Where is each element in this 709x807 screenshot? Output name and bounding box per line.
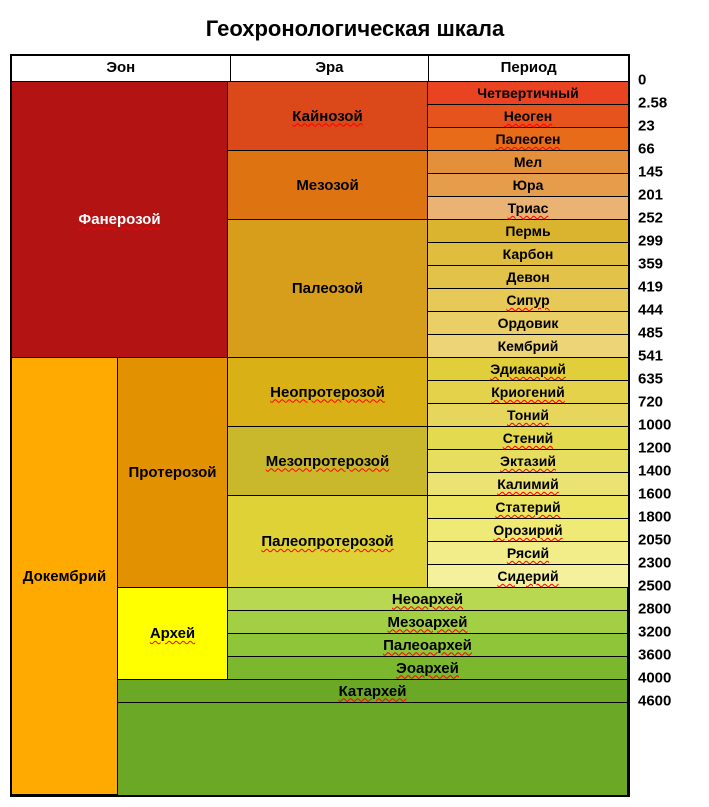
time-201: 201 (638, 187, 663, 204)
time-1600: 1600 (638, 486, 671, 503)
period-tonian: Тоний (428, 404, 628, 427)
period-neogene: Неоген (428, 105, 628, 128)
time-3200: 3200 (638, 624, 671, 641)
time-2.58: 2.58 (638, 95, 667, 112)
time-541: 541 (638, 348, 663, 365)
time-3600: 3600 (638, 647, 671, 664)
period-carboniferous: Карбон (428, 243, 628, 266)
period-cambrian: Кембрий (428, 335, 628, 358)
time-1800: 1800 (638, 509, 671, 526)
time-axis: 0 2.58 23 66 145 201 252 299 359 419 444 485 541 635 7… (630, 54, 690, 797)
period-cryogenian: Криогений (428, 381, 628, 404)
time-419: 419 (638, 279, 663, 296)
eon-hadean: Катархей (118, 680, 628, 703)
period-ordovician: Ордовик (428, 312, 628, 335)
time-2500: 2500 (638, 578, 671, 595)
time-0: 0 (638, 72, 646, 89)
period-statherian: Статерий (428, 496, 628, 519)
table-body: ФанерозойКайнозойЧетвертичныйНеогенПалео… (12, 82, 628, 795)
time-1400: 1400 (638, 463, 671, 480)
time-scale-chart: Эон Эра Период ФанерозойКайнозойЧетверти… (10, 54, 700, 797)
period-orosirian: Орозирий (428, 519, 628, 542)
time-359: 359 (638, 256, 663, 273)
period-cretaceous: Мел (428, 151, 628, 174)
time-23: 23 (638, 118, 655, 135)
col-header-era: Эра (231, 56, 430, 81)
time-2050: 2050 (638, 532, 671, 549)
era-mesoarchean: Мезоархей (228, 611, 628, 634)
time-145: 145 (638, 164, 663, 181)
era-neoproterozoic: Неопротерозой (228, 358, 428, 427)
period-devonian: Девон (428, 266, 628, 289)
era-paleozoic: Палеозой (228, 220, 428, 358)
period-ediacaran: Эдиакарий (428, 358, 628, 381)
time-1200: 1200 (638, 440, 671, 457)
era-paleoproterozoic: Палеопротерозой (228, 496, 428, 588)
subeon-proterozoic: Протерозой (118, 358, 228, 588)
period-paleogene: Палеоген (428, 128, 628, 151)
time-635: 635 (638, 371, 663, 388)
time-1000: 1000 (638, 417, 671, 434)
scale-table: Эон Эра Период ФанерозойКайнозойЧетверти… (10, 54, 630, 797)
time-252: 252 (638, 210, 663, 227)
period-jurassic: Юра (428, 174, 628, 197)
era-neoarchean: Неоархей (228, 588, 628, 611)
time-444: 444 (638, 302, 663, 319)
era-eoarchean: Эоархей (228, 657, 628, 680)
col-header-eon: Эон (12, 56, 231, 81)
col-header-period: Период (429, 56, 628, 81)
period-silurian: Сипур (428, 289, 628, 312)
eon-phanerozoic: Фанерозой (12, 82, 228, 358)
era-paleoarchean: Палеоархей (228, 634, 628, 657)
time-720: 720 (638, 394, 663, 411)
period-siderian: Сидерий (428, 565, 628, 588)
era-mesoproterozoic: Мезопротерозой (228, 427, 428, 496)
subeon-archean: Архей (118, 588, 228, 680)
period-quaternary: Четвертичный (428, 82, 628, 105)
time-66: 66 (638, 141, 655, 158)
time-485: 485 (638, 325, 663, 342)
hadean-fill (118, 703, 628, 795)
era-cenozoic: Кайнозой (228, 82, 428, 151)
period-calymmian: Калимий (428, 473, 628, 496)
eon-precambrian: Докембрий (12, 358, 118, 795)
time-4000: 4000 (638, 670, 671, 687)
time-2300: 2300 (638, 555, 671, 572)
time-4600: 4600 (638, 693, 671, 710)
period-permian: Пермь (428, 220, 628, 243)
era-mesozoic: Мезозой (228, 151, 428, 220)
period-stenian: Стений (428, 427, 628, 450)
time-2800: 2800 (638, 601, 671, 618)
time-299: 299 (638, 233, 663, 250)
chart-title: Геохронологическая шкала (10, 16, 700, 42)
period-triassic: Триас (428, 197, 628, 220)
period-rhyacian: Рясий (428, 542, 628, 565)
table-header: Эон Эра Период (12, 56, 628, 82)
period-ectasian: Эктазий (428, 450, 628, 473)
